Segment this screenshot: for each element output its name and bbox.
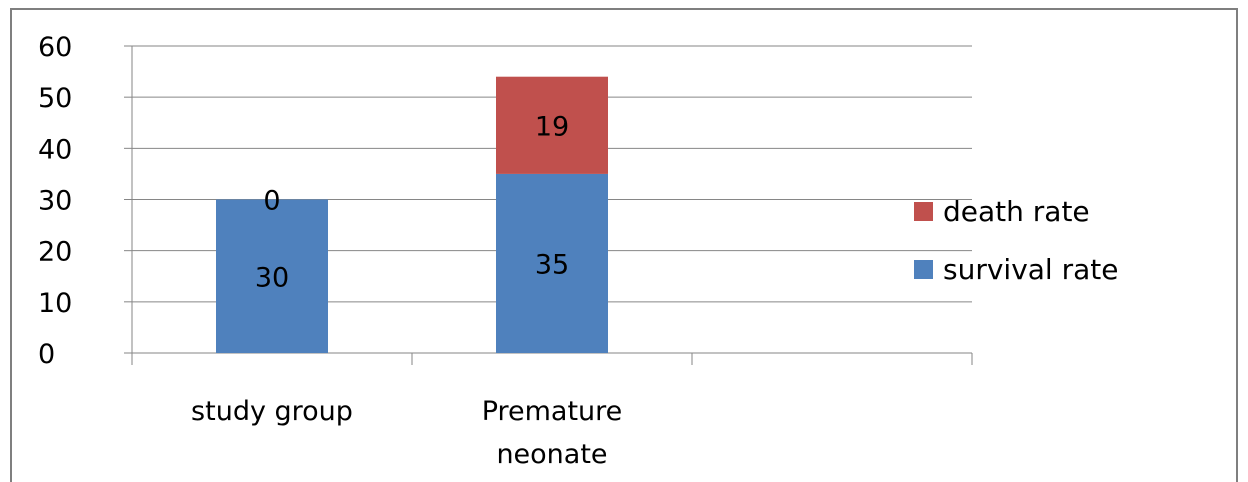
chart-frame [10,8,1238,482]
legend-label: death rate [943,195,1090,228]
data-label: 30 [255,262,289,293]
bars [216,76,608,353]
legend-swatch [914,202,933,221]
legend: death rate survival rate [914,195,1118,286]
x-tick-label: neonate [496,439,607,470]
data-label: 35 [535,249,569,280]
legend-label: survival rate [943,253,1118,286]
y-tick-label: 20 [38,237,72,268]
x-tick-label: Premature [482,396,623,427]
y-tick-label: 50 [38,83,72,114]
y-tick-label: 60 [38,32,72,63]
y-tick-label: 40 [38,134,72,165]
y-tick-label: 10 [38,288,72,319]
bar-survival-rate [216,199,328,353]
data-labels: 30 0 35 19 [255,111,569,293]
y-tick-label: 30 [38,186,72,217]
data-label: 19 [535,111,569,142]
legend-swatch [914,260,933,279]
y-tick-label: 0 [38,339,55,370]
bar-death-rate [496,76,608,174]
data-label: 0 [263,186,280,217]
bar-survival-rate [496,173,608,353]
y-axis: 0 10 20 30 40 50 60 [38,32,133,370]
x-axis: study group Premature neonate [131,352,973,470]
x-tick-label: study group [191,396,353,427]
